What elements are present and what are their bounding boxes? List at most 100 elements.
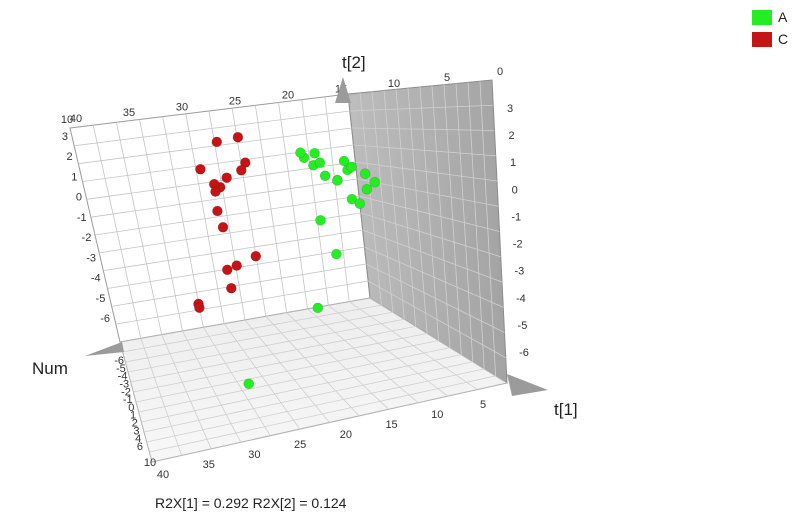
tick-t1-floor: -4 bbox=[118, 371, 128, 383]
data-point-a bbox=[346, 161, 357, 173]
legend-swatch-c bbox=[752, 31, 772, 47]
right-wall-grid-line bbox=[479, 81, 496, 376]
tick-num-back: 20 bbox=[282, 90, 294, 102]
data-point-c bbox=[236, 165, 247, 176]
data-point-a bbox=[359, 168, 371, 179]
data-point-c bbox=[231, 260, 242, 271]
tick-num-back: 25 bbox=[229, 95, 241, 107]
floor-grid-line bbox=[149, 375, 496, 453]
tick-t1-floor: -5 bbox=[116, 363, 126, 375]
tick-num-back: 10 bbox=[388, 78, 400, 90]
back-wall-grid-line bbox=[115, 280, 369, 325]
axis-title-t2: t[2] bbox=[342, 53, 366, 72]
tick-num-floor: 35 bbox=[203, 459, 215, 471]
tick-num-floor: 15 bbox=[385, 419, 397, 431]
data-points bbox=[193, 131, 381, 390]
tick-t2-left: -2 bbox=[82, 232, 92, 244]
tick-num-floor: 30 bbox=[248, 449, 260, 461]
tick-t2-right: -5 bbox=[518, 320, 528, 332]
tick-t2-left: 0 bbox=[76, 192, 82, 204]
data-point-c bbox=[210, 186, 221, 197]
tick-t2-left: -6 bbox=[100, 313, 110, 325]
data-point-a bbox=[243, 378, 254, 390]
data-point-a bbox=[295, 147, 306, 158]
tick-num-floor: 5 bbox=[480, 399, 486, 411]
tick-t2-right: -2 bbox=[513, 239, 523, 251]
tick-t1-floor: -3 bbox=[119, 378, 129, 390]
tick-num-floor: 20 bbox=[340, 429, 352, 441]
axis-title-t1: t[1] bbox=[554, 400, 578, 419]
tick-t2-left: 2 bbox=[67, 151, 73, 163]
tick-t1-floor: -1 bbox=[123, 394, 133, 406]
data-point-c bbox=[226, 282, 237, 294]
tick-t1-floor: -2 bbox=[121, 386, 131, 398]
tick-t1-floor: 2 bbox=[132, 418, 138, 430]
tick-num-floor: 40 bbox=[157, 469, 169, 481]
tick-num-floor: 10 bbox=[144, 457, 156, 469]
axis-arrow-t2 bbox=[335, 77, 351, 103]
tick-num-back: 40 bbox=[70, 113, 82, 125]
legend-swatch-a bbox=[752, 9, 772, 25]
data-point-c bbox=[221, 172, 232, 183]
axis-title-num: Num bbox=[32, 359, 68, 378]
tick-num-back: 0 bbox=[497, 66, 503, 78]
tick-t2-left: 1 bbox=[71, 171, 77, 183]
data-point-a bbox=[315, 215, 326, 226]
tick-num-floor: 10 bbox=[431, 409, 443, 421]
axis-arrow-t1 bbox=[507, 374, 548, 396]
legend-item-c: C bbox=[752, 28, 788, 50]
tick-t2-left: -4 bbox=[91, 273, 101, 285]
data-point-a bbox=[354, 198, 366, 209]
legend: A C bbox=[752, 6, 788, 50]
legend-label-a: A bbox=[778, 9, 788, 25]
legend-label-c: C bbox=[778, 31, 789, 47]
axis-arrow-num bbox=[85, 342, 124, 356]
data-point-a bbox=[346, 193, 358, 205]
tick-t1-floor: 4 bbox=[135, 433, 141, 445]
tick-t2-right: 3 bbox=[507, 103, 513, 115]
tick-t2-right: -3 bbox=[514, 266, 524, 278]
tick-t2-right: -6 bbox=[519, 347, 529, 359]
data-point-c bbox=[211, 136, 223, 148]
data-point-a bbox=[331, 175, 343, 186]
data-point-a bbox=[338, 155, 350, 167]
data-point-a bbox=[309, 148, 320, 159]
data-point-c bbox=[222, 264, 233, 276]
data-point-a bbox=[369, 177, 381, 188]
data-point-c bbox=[212, 205, 223, 217]
floor-grid-line bbox=[146, 368, 485, 443]
tick-t2-left: 3 bbox=[62, 131, 68, 143]
tick-t2-right: -1 bbox=[511, 211, 521, 223]
tick-t1-floor: 6 bbox=[137, 441, 143, 453]
data-point-c bbox=[194, 302, 205, 314]
tick-t1-floor: 3 bbox=[133, 425, 139, 437]
right-wall-grid-line bbox=[367, 280, 506, 359]
tick-t1-floor: 1 bbox=[130, 410, 136, 422]
data-point-a bbox=[331, 248, 342, 260]
data-point-c bbox=[232, 131, 244, 143]
tick-t2-right: 1 bbox=[510, 157, 516, 169]
tick-t2-left: -5 bbox=[96, 293, 106, 305]
legend-item-a: A bbox=[752, 6, 788, 28]
data-point-a bbox=[314, 157, 326, 168]
tick-t2-left: -3 bbox=[86, 252, 96, 264]
r2x-footer: R2X[1] = 0.292 R2X[2] = 0.124 bbox=[155, 495, 347, 511]
tick-num-back: 35 bbox=[123, 107, 135, 119]
back-wall-grid-line bbox=[324, 96, 350, 302]
tick-t1-floor: -6 bbox=[114, 355, 124, 367]
data-point-c bbox=[195, 164, 206, 175]
tick-t1-floor: 0 bbox=[128, 402, 134, 414]
back-wall-grid-line bbox=[111, 263, 367, 307]
tick-num-back: 5 bbox=[444, 72, 450, 84]
data-point-c bbox=[217, 222, 229, 233]
tick-num-back: 30 bbox=[176, 101, 188, 113]
data-point-a bbox=[319, 170, 331, 182]
right-wall-grid-line bbox=[366, 263, 505, 333]
tick-t2-right: 2 bbox=[508, 130, 514, 142]
tick-num-floor: 25 bbox=[294, 439, 306, 451]
tick-t2-left: -1 bbox=[77, 212, 87, 224]
data-point-c bbox=[250, 250, 262, 262]
data-point-a bbox=[312, 302, 324, 314]
tick-t2-right: 0 bbox=[512, 184, 518, 196]
